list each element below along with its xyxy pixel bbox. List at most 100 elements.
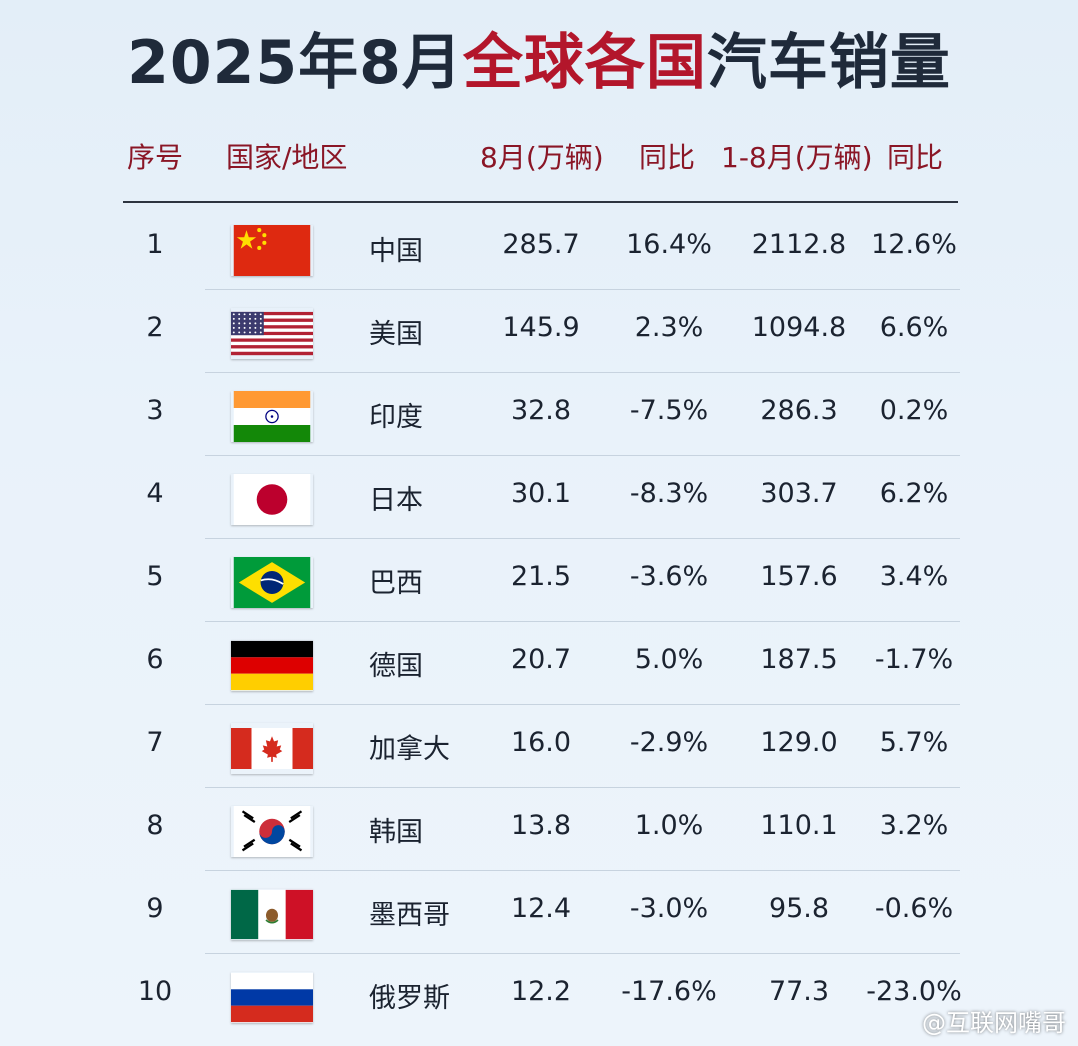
ytd-yoy-cell: 3.2%	[879, 810, 949, 841]
rank-cell: 2	[146, 312, 164, 343]
country-cell: 加拿大	[369, 734, 450, 765]
ytd-yoy-cell: 6.2%	[879, 478, 949, 509]
table-row: 9 墨西哥 12.4 -3.0% 95.8 -0.6%	[0, 871, 1078, 954]
ytd-value-cell: 95.8	[768, 893, 830, 924]
aug-value-cell: 12.4	[510, 893, 572, 924]
aug-value-cell: 285.7	[502, 229, 580, 260]
row-divider	[205, 455, 960, 456]
table-row: 3 印度 32.8 -7.5% 286.3 0.2%	[0, 373, 1078, 456]
aug-value-cell: 30.1	[510, 478, 572, 509]
aug-value-cell: 21.5	[510, 561, 572, 592]
rank-cell: 1	[146, 229, 164, 260]
ytd-value-cell: 2112.8	[751, 229, 847, 260]
rank-cell: 5	[146, 561, 164, 592]
germany-flag-icon	[231, 640, 313, 691]
ytd-value-cell: 303.7	[760, 478, 838, 509]
canada-flag-icon	[231, 723, 313, 774]
ytd-yoy-cell: 12.6%	[871, 229, 957, 260]
rank-cell: 9	[146, 893, 164, 924]
country-cell: 巴西	[369, 568, 423, 599]
rank-cell: 4	[146, 478, 164, 509]
rank-cell: 10	[137, 976, 173, 1007]
ytd-yoy-cell: -0.6%	[874, 893, 954, 924]
mexico-flag-icon	[231, 889, 313, 940]
ytd-value-cell: 1094.8	[751, 312, 847, 343]
country-cell: 中国	[369, 236, 423, 267]
row-divider	[205, 953, 960, 954]
title-highlight: 全球各国	[462, 28, 707, 98]
aug-value-cell: 145.9	[502, 312, 580, 343]
row-divider	[205, 787, 960, 788]
table-row: 1 中国 285.7 16.4% 2112.8 12.6%	[0, 207, 1078, 290]
aug-yoy-cell: 16.4%	[626, 229, 712, 260]
aug-yoy-cell: -7.5%	[629, 395, 709, 426]
country-cell: 日本	[369, 485, 423, 516]
row-divider	[205, 538, 960, 539]
table-row: 4 日本 30.1 -8.3% 303.7 6.2%	[0, 456, 1078, 539]
ytd-value-cell: 286.3	[760, 395, 838, 426]
table-row: 6 德国 20.7 5.0% 187.5 -1.7%	[0, 622, 1078, 705]
title-part1: 2025年8月	[127, 28, 463, 98]
country-cell: 美国	[369, 319, 423, 350]
row-divider	[205, 372, 960, 373]
aug-value-cell: 32.8	[510, 395, 572, 426]
table-row: 8 韩国 13.8 1.0% 110.1 3.2%	[0, 788, 1078, 871]
aug-value-cell: 12.2	[510, 976, 572, 1007]
ytd-yoy-cell: 3.4%	[879, 561, 949, 592]
table-row: 5 巴西 21.5 -3.6% 157.6 3.4%	[0, 539, 1078, 622]
chart-title: 2025年8月全球各国汽车销量	[0, 14, 1078, 101]
aug-yoy-cell: -3.0%	[629, 893, 709, 924]
rank-cell: 7	[146, 727, 164, 758]
aug-value-cell: 13.8	[510, 810, 572, 841]
header-country: 国家/地区	[226, 141, 348, 174]
row-divider	[205, 870, 960, 871]
aug-yoy-cell: -2.9%	[629, 727, 709, 758]
aug-yoy-cell: 1.0%	[634, 810, 704, 841]
korea-flag-icon	[231, 806, 313, 857]
ytd-value-cell: 129.0	[760, 727, 838, 758]
aug-yoy-cell: -3.6%	[629, 561, 709, 592]
rank-cell: 3	[146, 395, 164, 426]
aug-yoy-cell: -8.3%	[629, 478, 709, 509]
japan-flag-icon	[231, 474, 313, 525]
country-cell: 墨西哥	[369, 900, 450, 931]
aug-yoy-cell: -17.6%	[621, 976, 717, 1007]
header-rule	[123, 201, 958, 203]
ytd-yoy-cell: 6.6%	[879, 312, 949, 343]
table-row: 7 加拿大 16.0 -2.9% 129.0 5.7%	[0, 705, 1078, 788]
russia-flag-icon	[231, 972, 313, 1023]
country-cell: 韩国	[369, 817, 423, 848]
country-cell: 印度	[369, 402, 423, 433]
row-divider	[205, 621, 960, 622]
aug-yoy-cell: 5.0%	[634, 644, 704, 675]
rank-cell: 6	[146, 644, 164, 675]
table-row: 2 美国 145.9 2.3% 1094.8 6.6%	[0, 290, 1078, 373]
country-cell: 俄罗斯	[369, 983, 450, 1014]
country-cell: 德国	[369, 651, 423, 682]
ytd-value-cell: 77.3	[768, 976, 830, 1007]
header-rank: 序号	[127, 141, 184, 174]
china-flag-icon	[231, 225, 313, 276]
table-row: 10 俄罗斯 12.2 -17.6% 77.3 -23.0%	[0, 954, 1078, 1037]
header-aug: 8月(万辆)	[480, 141, 604, 174]
header-ytd: 1-8月(万辆)	[721, 141, 873, 174]
header-ytd-yoy: 同比	[887, 141, 944, 174]
watermark: @互联网嘴哥	[922, 1009, 1066, 1037]
rank-cell: 8	[146, 810, 164, 841]
header-aug-yoy: 同比	[639, 141, 696, 174]
ytd-value-cell: 157.6	[760, 561, 838, 592]
aug-yoy-cell: 2.3%	[634, 312, 704, 343]
row-divider	[205, 704, 960, 705]
brazil-flag-icon	[231, 557, 313, 608]
aug-value-cell: 16.0	[510, 727, 572, 758]
ytd-yoy-cell: -1.7%	[874, 644, 954, 675]
ytd-yoy-cell: 5.7%	[879, 727, 949, 758]
row-divider	[205, 289, 960, 290]
aug-value-cell: 20.7	[510, 644, 572, 675]
ytd-yoy-cell: 0.2%	[879, 395, 949, 426]
ytd-yoy-cell: -23.0%	[866, 976, 962, 1007]
india-flag-icon	[231, 391, 313, 442]
usa-flag-icon	[231, 308, 313, 359]
ytd-value-cell: 187.5	[760, 644, 838, 675]
ytd-value-cell: 110.1	[760, 810, 838, 841]
